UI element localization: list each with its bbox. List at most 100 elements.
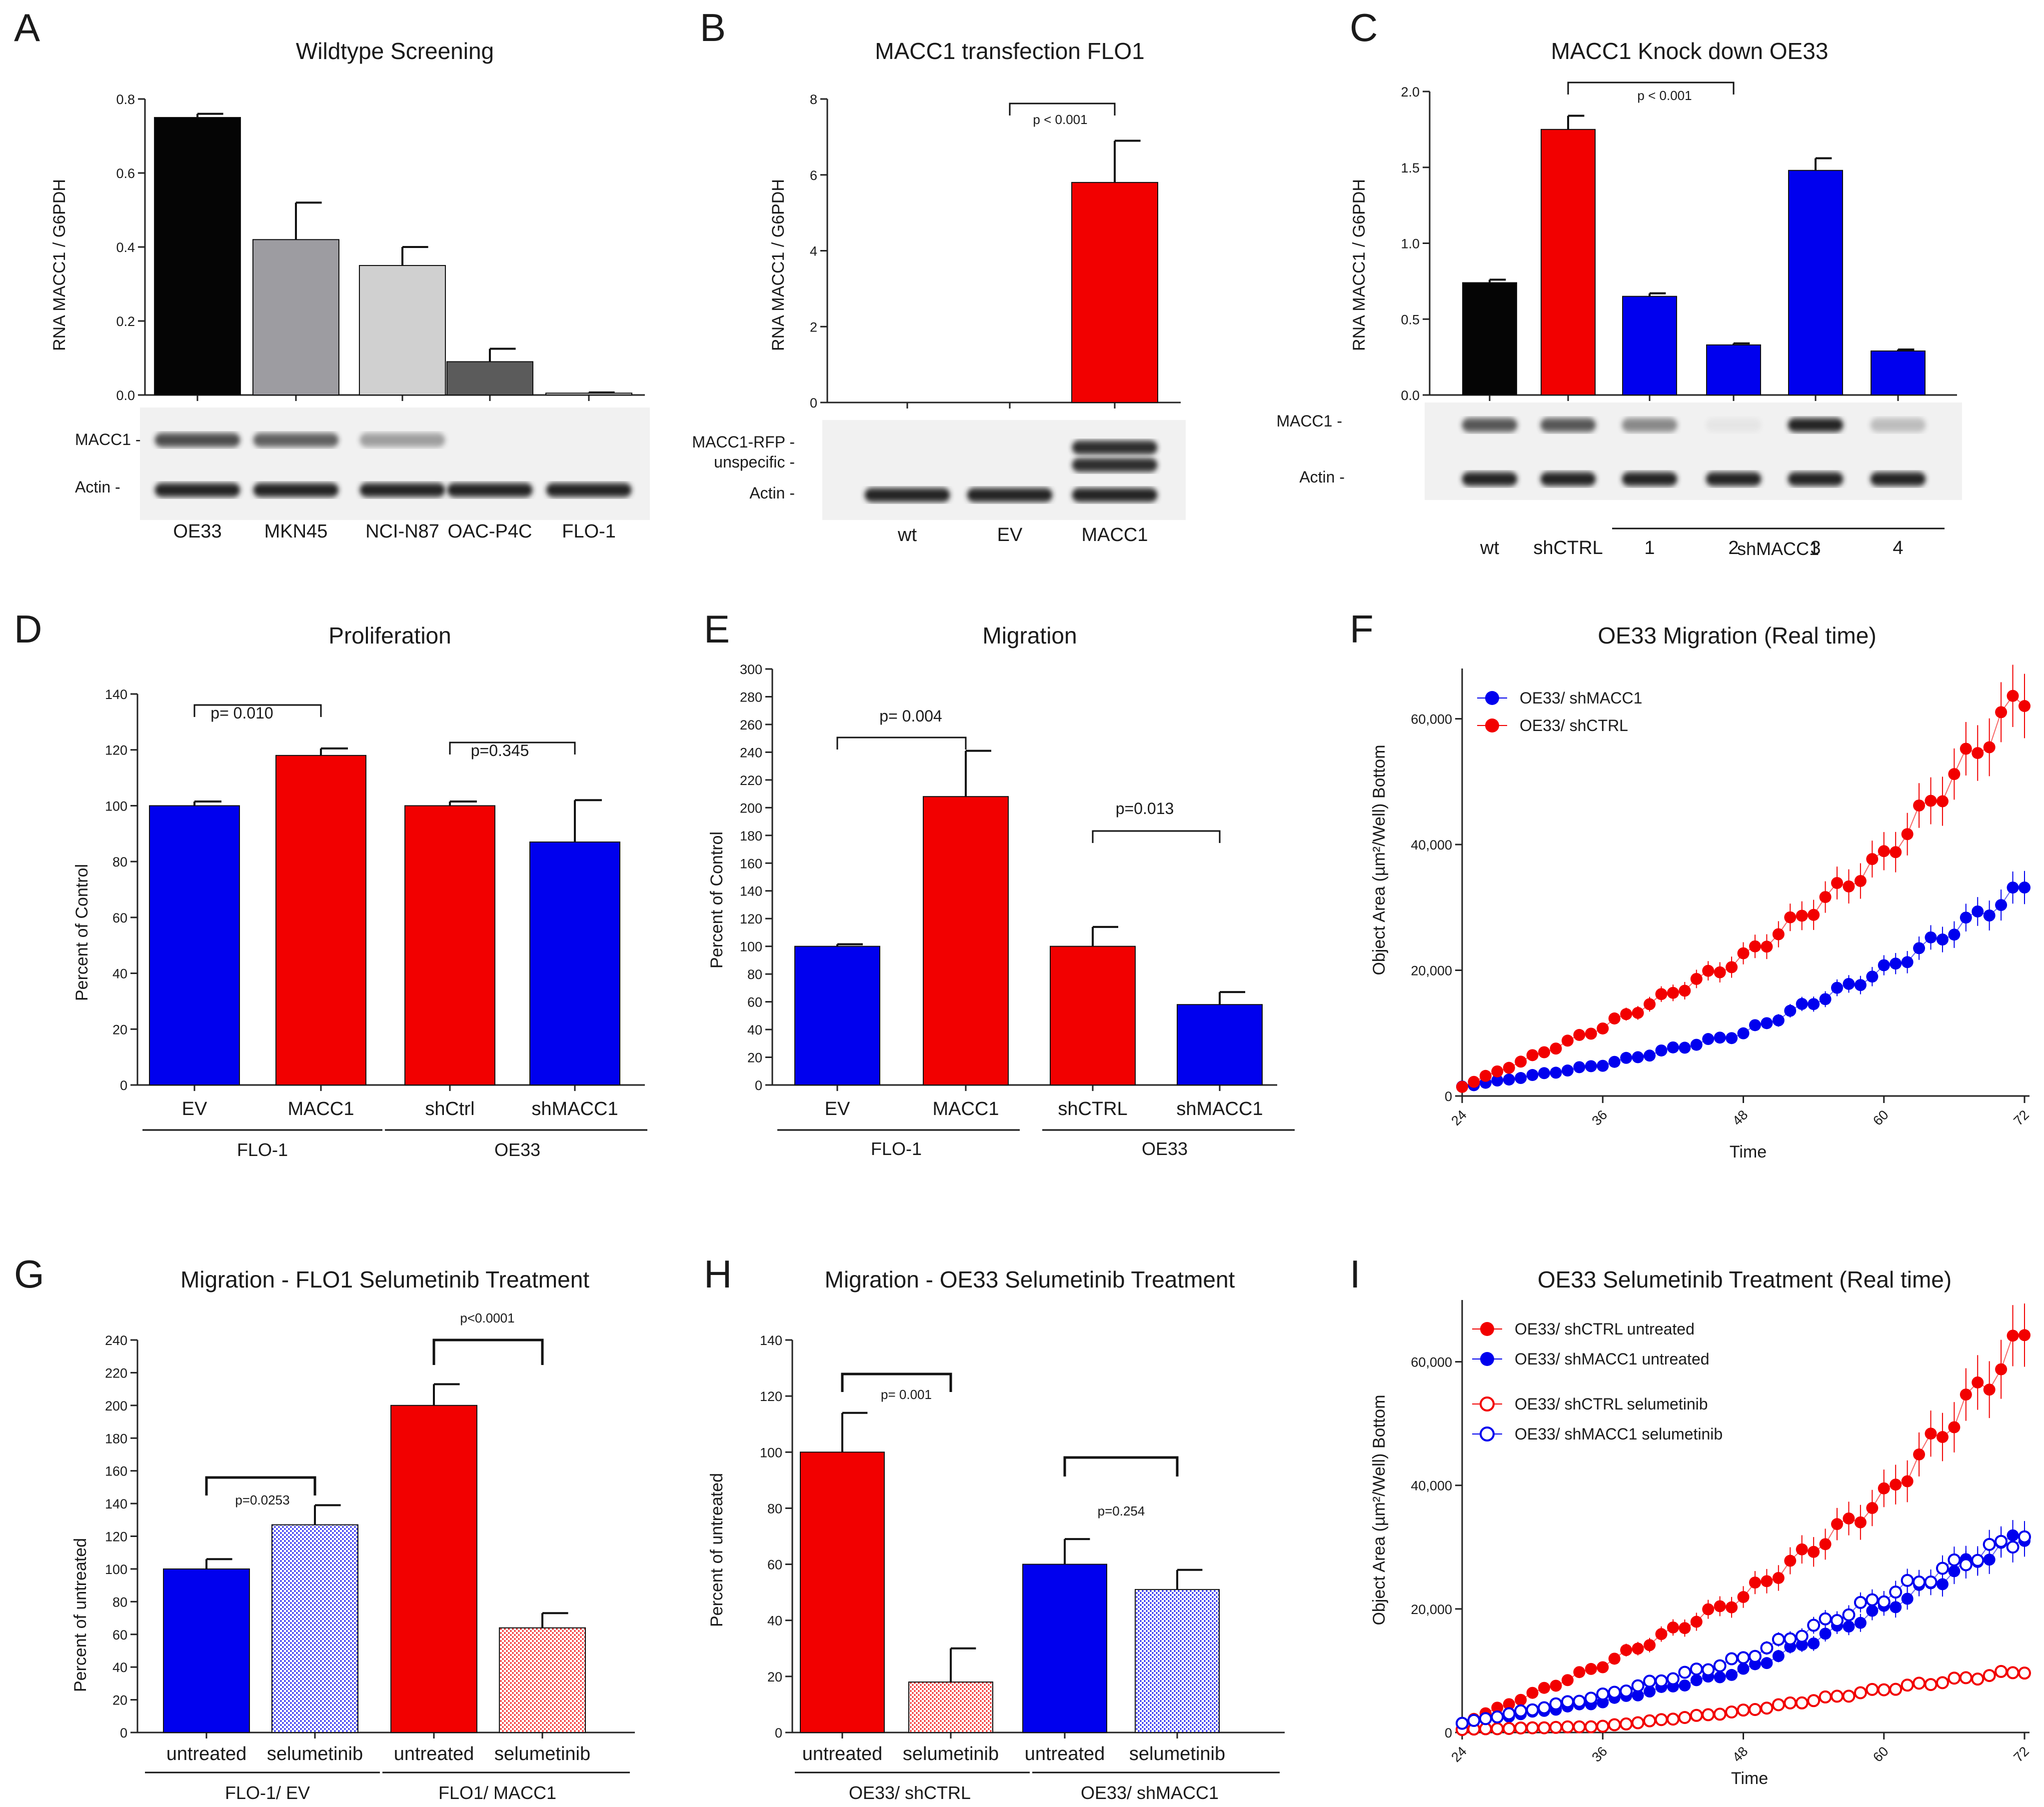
data-point	[1854, 1596, 1867, 1609]
data-point	[1795, 1630, 1809, 1643]
data-point	[1983, 1538, 1996, 1551]
bar	[359, 265, 446, 396]
data-point	[1737, 1027, 1750, 1040]
chart-title: Migration	[982, 622, 1077, 648]
chart-title: Wildtype Screening	[296, 38, 494, 64]
y-tick-label: 20,000	[1411, 1602, 1452, 1617]
data-point	[1749, 940, 1761, 952]
y-axis-label: RNA MACC1 / G6PDH	[769, 179, 788, 351]
bar	[1071, 182, 1158, 403]
y-tick-label: 100	[740, 940, 762, 954]
x-tick-label: 72	[2011, 1107, 2032, 1128]
x-tick-label: 24	[1448, 1744, 1469, 1764]
bar	[529, 842, 620, 1086]
data-point	[1597, 1022, 1609, 1034]
blot-band	[1706, 418, 1761, 432]
y-tick-label: 60	[112, 910, 127, 926]
data-point	[1608, 1012, 1621, 1024]
data-point	[1515, 1072, 1527, 1084]
data-point	[1948, 768, 1961, 780]
data-point	[1913, 1575, 1926, 1588]
y-axis-label: Percent of Control	[72, 864, 91, 1001]
data-point	[1772, 1632, 1785, 1646]
data-point	[1644, 998, 1656, 1010]
data-point	[1503, 1062, 1515, 1074]
data-point	[1679, 1622, 1691, 1634]
data-point	[1960, 1388, 1972, 1401]
data-point	[1807, 1618, 1821, 1632]
data-point	[1796, 1543, 1808, 1556]
bar	[908, 1682, 993, 1734]
y-tick-label: 0	[775, 1726, 782, 1740]
data-point	[1819, 1628, 1832, 1640]
data-point	[1596, 1687, 1610, 1700]
data-point	[1538, 1701, 1551, 1714]
data-point	[1772, 1572, 1785, 1584]
data-point	[1538, 1721, 1551, 1734]
data-point	[1597, 1060, 1609, 1072]
data-point	[1795, 1696, 1809, 1710]
data-point	[1667, 1621, 1679, 1634]
data-point	[1995, 706, 2008, 718]
p-value-label: p=0.254	[1098, 1504, 1145, 1518]
blot-band	[155, 482, 240, 498]
data-point	[1550, 1042, 1562, 1055]
data-point	[1890, 1601, 1902, 1614]
bar	[1788, 170, 1843, 396]
bar	[1050, 946, 1136, 1086]
data-point	[1924, 1576, 1938, 1589]
y-tick-label: 0.8	[116, 92, 135, 107]
category-label: MACC1	[932, 1098, 999, 1120]
data-point	[1655, 1713, 1668, 1726]
data-point	[1959, 1671, 1973, 1684]
bar	[163, 1568, 250, 1734]
data-point	[1948, 1553, 1961, 1566]
y-tick-label: 20	[747, 1050, 762, 1066]
blot-band	[1706, 472, 1761, 486]
chart-title: Proliferation	[328, 622, 451, 648]
panel-d: D Proliferation Percent of Control 0 20 40 60 8…	[14, 607, 647, 1160]
data-point	[1960, 742, 1972, 755]
y-tick-label: 1.0	[1401, 236, 1420, 252]
data-point	[1514, 1704, 1528, 1718]
data-point	[1620, 1644, 1633, 1656]
data-point	[1983, 1384, 1996, 1396]
blot-label: MACC1 -	[75, 430, 141, 448]
data-point	[1667, 1041, 1679, 1054]
data-point	[1889, 1586, 1903, 1599]
y-tick-label: 100	[760, 1445, 782, 1460]
data-point	[1842, 1608, 1856, 1622]
data-point	[1538, 1046, 1551, 1058]
y-tick-label: 260	[740, 718, 762, 732]
category-label: OAC-P4C	[448, 521, 532, 542]
y-tick-label: 4	[810, 244, 817, 259]
data-point	[1526, 1069, 1539, 1082]
data-point	[2019, 700, 2031, 712]
data-point	[1819, 993, 1832, 1006]
category-label: shCtrl	[425, 1098, 474, 1120]
data-point	[1772, 1650, 1785, 1662]
legend-label: OE33/ shCTRL	[1520, 716, 1628, 734]
data-point	[1808, 1638, 1820, 1650]
blot-band	[1541, 418, 1596, 432]
data-point	[1491, 1710, 1504, 1724]
data-point	[1608, 1686, 1621, 1699]
y-tick-label: 120	[105, 743, 127, 758]
data-point	[1819, 1612, 1832, 1626]
category-label: untreated	[802, 1744, 883, 1764]
data-point	[1679, 984, 1691, 997]
data-point	[1913, 1448, 1926, 1460]
y-tick-label: 40	[747, 1022, 762, 1038]
blot-band	[1462, 472, 1517, 486]
category-label: 3	[1810, 538, 1821, 558]
bar	[390, 1404, 477, 1733]
data-point	[2007, 690, 2019, 702]
blot-band	[1871, 418, 1926, 432]
data-point	[1702, 964, 1715, 977]
data-point	[1608, 1056, 1621, 1068]
data-point	[1761, 1657, 1773, 1670]
data-point	[1538, 1067, 1551, 1080]
data-point	[2007, 882, 2019, 894]
y-tick-label: 240	[105, 1333, 127, 1348]
data-point	[1925, 794, 1937, 807]
